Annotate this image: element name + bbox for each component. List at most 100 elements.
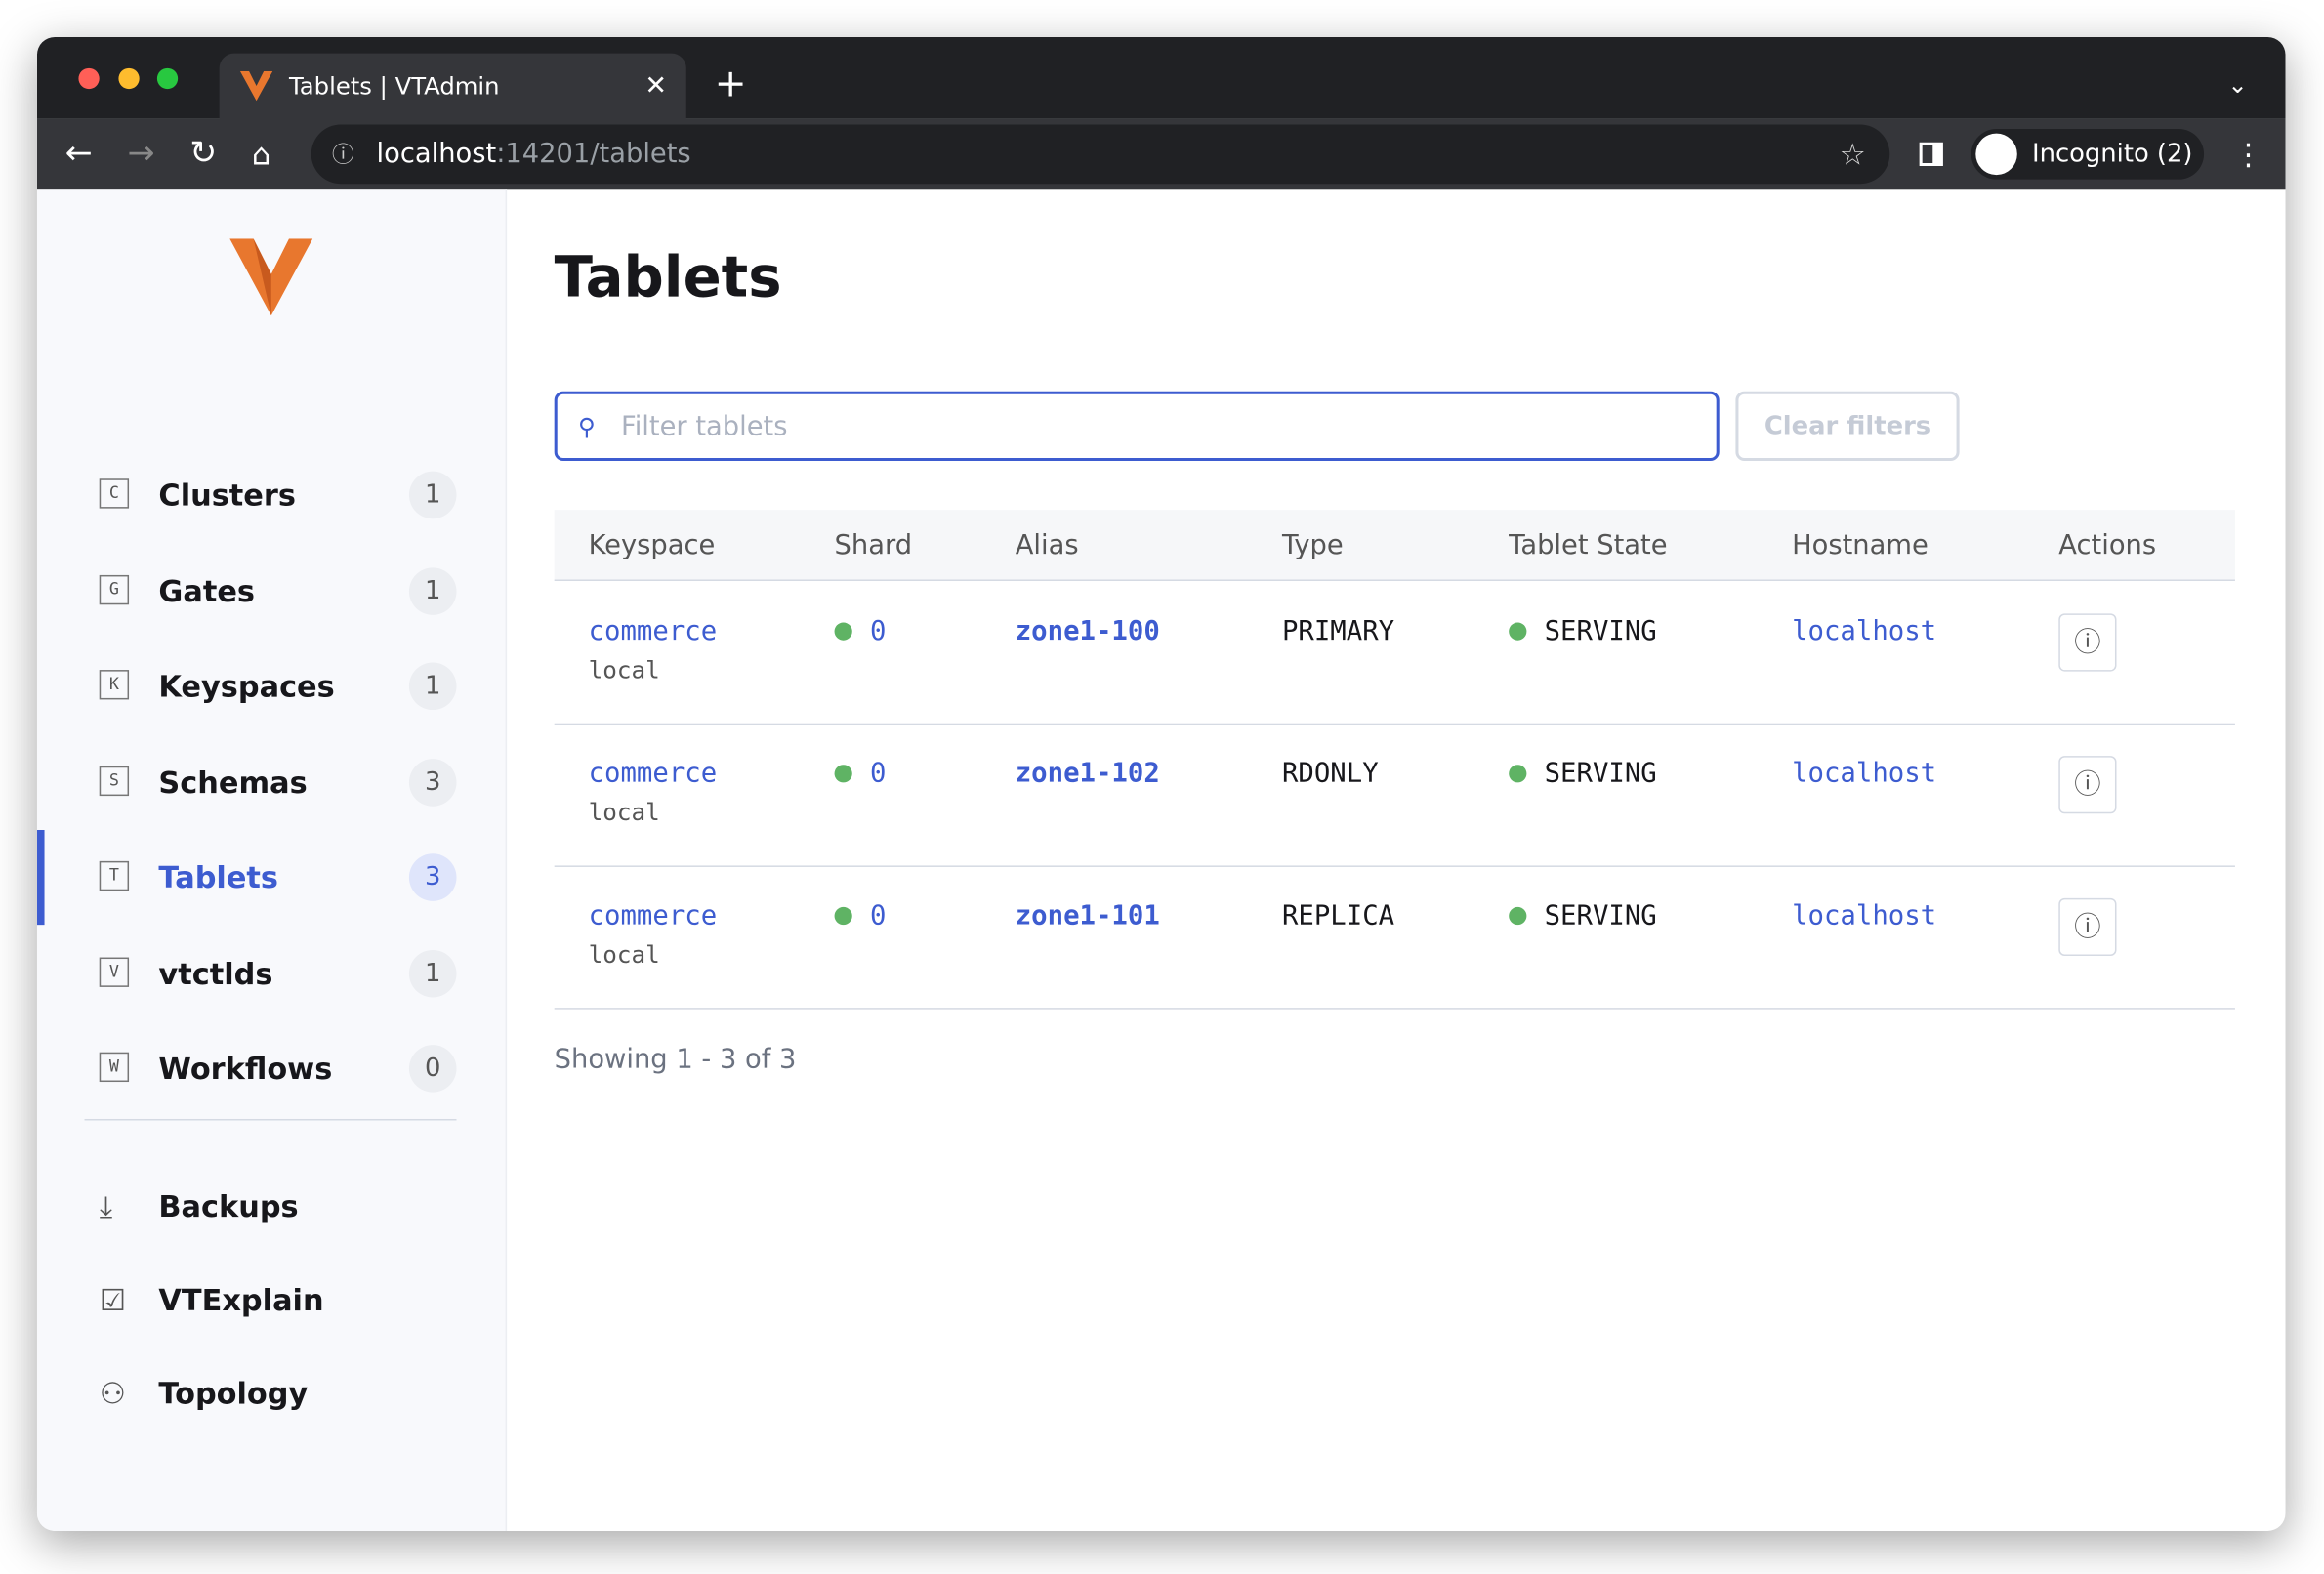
keyspace[interactable]: commerce (588, 758, 718, 790)
link-icon: ☑ (99, 1281, 126, 1318)
nav-count: 1 (408, 471, 457, 519)
row-divider (554, 723, 2235, 725)
tab[interactable]: Tablets | VTAdmin ✕ (219, 53, 686, 119)
nav-label[interactable]: Keyspaces (158, 668, 335, 704)
alias[interactable]: zone1-102 (1015, 758, 1160, 790)
hostname[interactable]: localhost (1792, 615, 1937, 647)
keyspace[interactable]: commerce (588, 900, 718, 932)
tab-strip: Tablets | VTAdmin ✕ + ⌄ (36, 36, 2286, 119)
divider (84, 1118, 457, 1121)
url-host: localhost (376, 138, 497, 170)
column-header: Keyspace (588, 529, 716, 561)
clear-label: Clear filters (1764, 411, 1931, 442)
keyspace[interactable]: commerce (588, 615, 718, 647)
sidepanel[interactable] (1919, 142, 1943, 166)
nav-icon: V (99, 956, 130, 987)
shard[interactable]: 0 (869, 615, 887, 647)
nav-label[interactable]: Tablets (158, 859, 279, 895)
row-divider (554, 1008, 2235, 1010)
column-header: Tablet State (1509, 529, 1668, 561)
info-button[interactable]: ⓘ (2058, 613, 2117, 672)
cluster: local (588, 940, 660, 969)
state-dot (1509, 765, 1527, 783)
footer: Showing 1 - 3 of 3 (554, 1044, 797, 1076)
min-dot[interactable] (118, 67, 140, 90)
column-header: Alias (1015, 529, 1079, 561)
nav-count: 1 (408, 949, 457, 997)
nav-count: 3 (408, 758, 457, 806)
link-icon: ⚇ (99, 1375, 126, 1411)
logo (229, 238, 313, 316)
link-label[interactable]: Topology (158, 1375, 309, 1411)
shard-dot (834, 622, 852, 641)
tab-icon (239, 70, 273, 102)
nav-icon: G (99, 574, 130, 604)
filter-placeholder: Filter tablets (620, 411, 788, 443)
nav-label[interactable]: Gates (158, 572, 256, 609)
column-header: Actions (2058, 529, 2157, 561)
table-header (554, 510, 2235, 581)
filter-input[interactable]: ⚲ Filter tablets (554, 391, 1720, 462)
main: Tablets ⚲ Filter tablets Clear filters S… (506, 189, 2286, 1531)
clear-filters[interactable]: Clear filters (1735, 391, 1960, 462)
max-dot[interactable] (156, 67, 179, 90)
row-divider (554, 865, 2235, 867)
column-header: Type (1281, 529, 1344, 561)
nav-icon: S (99, 765, 130, 796)
state: SERVING (1544, 615, 1657, 647)
info-button[interactable]: ⓘ (2058, 756, 2117, 814)
type: REPLICA (1281, 900, 1395, 932)
sidebar: C Clusters 1 G Gates 1 K Keyspaces 1 S Schemas 3 T Ta… (36, 189, 508, 1531)
cluster: local (588, 655, 660, 684)
shard[interactable]: 0 (869, 900, 887, 932)
hostname[interactable]: localhost (1792, 900, 1937, 932)
profile-label: Incognito (2) (2031, 139, 2193, 170)
menu[interactable]: ⋮ (2233, 136, 2263, 173)
nav-label[interactable]: Workflows (158, 1051, 333, 1087)
type: PRIMARY (1281, 615, 1395, 647)
nav-count: 1 (408, 662, 457, 711)
forward[interactable]: → (127, 135, 155, 173)
profile[interactable]: Incognito (2) (1971, 129, 2205, 180)
nav-icon: W (99, 1052, 130, 1083)
shard-dot (834, 765, 852, 783)
nav-icon: T (99, 860, 130, 891)
info-button[interactable]: ⓘ (2058, 897, 2117, 957)
shard-dot (834, 906, 852, 926)
state-dot (1509, 906, 1527, 926)
state: SERVING (1544, 758, 1657, 790)
url-bar[interactable]: ⓘ localhost:14201/tablets ☆ (311, 124, 1890, 185)
hostname[interactable]: localhost (1792, 758, 1937, 790)
alias[interactable]: zone1-100 (1015, 615, 1160, 647)
reload[interactable]: ↻ (189, 135, 218, 173)
alias[interactable]: zone1-101 (1015, 900, 1160, 932)
info-icon[interactable]: ⓘ (331, 141, 354, 169)
shard[interactable]: 0 (869, 758, 887, 790)
page-title: Tablets (554, 244, 782, 311)
link-label[interactable]: Backups (158, 1188, 299, 1224)
new-tab[interactable]: + (714, 62, 747, 107)
tab-close[interactable]: ✕ (644, 70, 668, 102)
nav-count: 3 (408, 853, 457, 901)
url-path: :14201/tablets (496, 138, 691, 170)
back[interactable]: ← (64, 135, 93, 173)
tab-menu[interactable]: ⌄ (2227, 70, 2248, 99)
bookmark[interactable]: ☆ (1839, 136, 1866, 173)
toolbar: ← → ↻ ⌂ ⓘ localhost:14201/tablets ☆ Inco… (36, 118, 2286, 190)
column-header: Hostname (1792, 529, 1929, 561)
avatar (1975, 133, 2017, 176)
nav-count: 1 (408, 566, 457, 615)
close-dot[interactable] (78, 67, 100, 90)
state: SERVING (1544, 900, 1657, 932)
active-bar (36, 829, 45, 926)
url: localhost:14201/tablets (377, 139, 691, 170)
browser-window: Tablets | VTAdmin ✕ + ⌄ ← → ↻ ⌂ ⓘ localh… (36, 36, 2286, 1531)
link-label[interactable]: VTExplain (158, 1281, 324, 1318)
nav-label[interactable]: Clusters (158, 476, 296, 514)
home[interactable]: ⌂ (252, 136, 271, 173)
nav-label[interactable]: vtctlds (158, 955, 273, 991)
column-header: Shard (834, 529, 913, 561)
nav-label[interactable]: Schemas (158, 764, 308, 800)
